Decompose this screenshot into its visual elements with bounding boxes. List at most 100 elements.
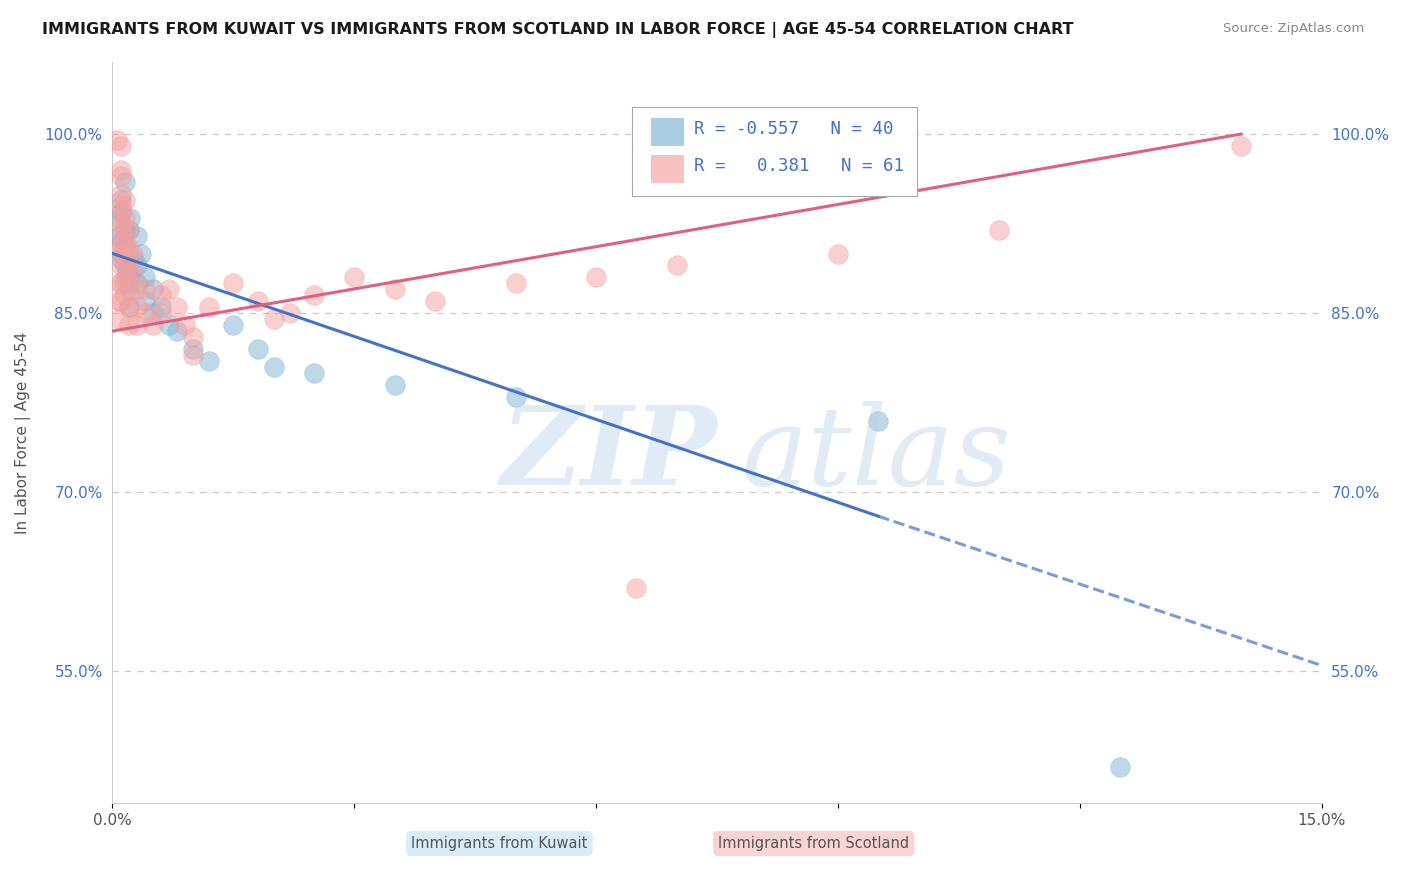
Point bbox=[181, 330, 204, 344]
Point bbox=[246, 294, 269, 309]
Point bbox=[121, 246, 143, 260]
Point bbox=[120, 211, 142, 225]
Point bbox=[114, 288, 136, 302]
Point bbox=[988, 222, 1011, 236]
Point bbox=[423, 294, 446, 309]
Point bbox=[868, 414, 890, 428]
Point bbox=[110, 186, 132, 201]
Point bbox=[827, 246, 849, 260]
Point bbox=[117, 277, 139, 291]
Point bbox=[111, 222, 134, 236]
Point bbox=[134, 270, 156, 285]
Text: ZIP: ZIP bbox=[501, 401, 717, 508]
Point bbox=[112, 277, 135, 291]
Point bbox=[181, 342, 204, 356]
Point bbox=[117, 300, 139, 314]
Point bbox=[181, 348, 204, 362]
Point bbox=[117, 241, 139, 255]
Point bbox=[114, 193, 136, 207]
Point bbox=[110, 252, 132, 267]
Point bbox=[585, 270, 607, 285]
Point bbox=[263, 312, 285, 326]
Point bbox=[110, 217, 132, 231]
Point bbox=[149, 300, 172, 314]
Point bbox=[110, 169, 132, 183]
Point bbox=[222, 277, 245, 291]
Point bbox=[125, 277, 148, 291]
Point bbox=[149, 306, 172, 320]
Point bbox=[1109, 760, 1132, 774]
Point bbox=[108, 228, 131, 243]
Point bbox=[343, 270, 366, 285]
Point bbox=[117, 318, 139, 333]
Point bbox=[125, 228, 148, 243]
Point bbox=[125, 300, 148, 314]
Point bbox=[110, 235, 132, 249]
Point bbox=[665, 259, 688, 273]
Point bbox=[114, 241, 136, 255]
Point bbox=[117, 259, 139, 273]
Point bbox=[117, 222, 139, 236]
Text: Immigrants from Scotland: Immigrants from Scotland bbox=[718, 836, 910, 851]
Y-axis label: In Labor Force | Age 45-54: In Labor Force | Age 45-54 bbox=[15, 332, 31, 533]
Point bbox=[108, 294, 131, 309]
Point bbox=[114, 259, 136, 273]
Point bbox=[114, 252, 136, 267]
Text: Immigrants from Kuwait: Immigrants from Kuwait bbox=[411, 836, 588, 851]
Point bbox=[222, 318, 245, 333]
Point bbox=[384, 282, 406, 296]
Point bbox=[108, 211, 131, 225]
Point bbox=[626, 581, 648, 595]
Point bbox=[115, 264, 138, 278]
Point bbox=[110, 246, 132, 260]
Point bbox=[110, 259, 132, 273]
Point bbox=[1230, 139, 1253, 153]
Point bbox=[117, 222, 139, 236]
Point bbox=[110, 277, 132, 291]
Point bbox=[198, 354, 221, 368]
Point bbox=[142, 282, 165, 296]
Point bbox=[121, 264, 143, 278]
Text: Source: ZipAtlas.com: Source: ZipAtlas.com bbox=[1223, 22, 1364, 36]
Point bbox=[157, 318, 180, 333]
Bar bbox=[651, 118, 685, 146]
Point bbox=[111, 241, 134, 255]
Point bbox=[157, 282, 180, 296]
Text: atlas: atlas bbox=[741, 401, 1011, 508]
Point bbox=[117, 282, 139, 296]
Point bbox=[114, 222, 136, 236]
Point bbox=[142, 318, 165, 333]
Point bbox=[384, 377, 406, 392]
Point bbox=[110, 199, 132, 213]
Point bbox=[108, 312, 131, 326]
Point bbox=[134, 306, 156, 320]
Point bbox=[114, 175, 136, 189]
Point bbox=[117, 270, 139, 285]
Point bbox=[505, 390, 527, 404]
Point bbox=[110, 294, 132, 309]
Point bbox=[129, 246, 152, 260]
Point bbox=[111, 246, 134, 260]
Point bbox=[110, 139, 132, 153]
Point bbox=[174, 318, 197, 333]
FancyBboxPatch shape bbox=[633, 107, 917, 195]
Point bbox=[114, 270, 136, 285]
Point bbox=[125, 282, 148, 296]
Point bbox=[125, 318, 148, 333]
Point bbox=[505, 277, 527, 291]
Point bbox=[302, 288, 325, 302]
Point bbox=[110, 235, 132, 249]
Point bbox=[142, 306, 165, 320]
Point bbox=[302, 366, 325, 380]
Point bbox=[246, 342, 269, 356]
Point bbox=[263, 359, 285, 374]
Bar bbox=[651, 155, 685, 183]
Point bbox=[198, 300, 221, 314]
Point bbox=[111, 204, 134, 219]
Point bbox=[108, 277, 131, 291]
Point bbox=[134, 294, 156, 309]
Point bbox=[110, 162, 132, 177]
Text: R = -0.557   N = 40: R = -0.557 N = 40 bbox=[695, 120, 894, 138]
Point bbox=[149, 288, 172, 302]
Text: R =   0.381   N = 61: R = 0.381 N = 61 bbox=[695, 157, 904, 175]
